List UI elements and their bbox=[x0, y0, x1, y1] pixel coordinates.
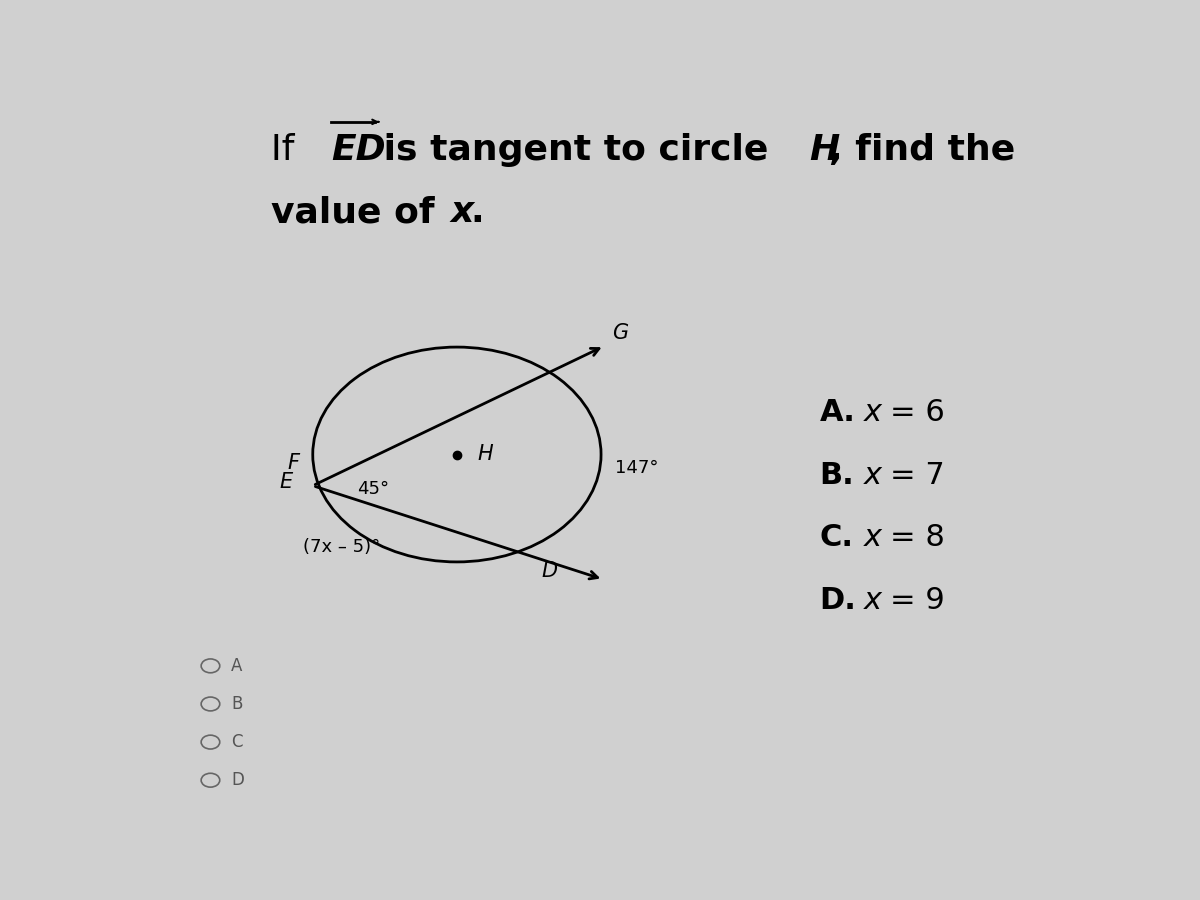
Text: G: G bbox=[612, 322, 628, 343]
Text: C: C bbox=[230, 734, 242, 752]
Text: is tangent to circle: is tangent to circle bbox=[371, 133, 781, 167]
Text: D: D bbox=[541, 561, 557, 581]
Text: .: . bbox=[470, 195, 484, 230]
Text: 45°: 45° bbox=[358, 481, 390, 499]
Text: x: x bbox=[864, 461, 882, 490]
Text: A.: A. bbox=[820, 399, 856, 427]
Text: = 9: = 9 bbox=[890, 586, 946, 615]
Text: E: E bbox=[280, 472, 293, 492]
Text: ED: ED bbox=[331, 133, 385, 167]
Text: If: If bbox=[271, 133, 306, 167]
Text: x: x bbox=[864, 399, 882, 427]
Text: B.: B. bbox=[820, 461, 854, 490]
Text: H: H bbox=[478, 444, 493, 464]
Text: x: x bbox=[864, 586, 882, 615]
Text: , find the: , find the bbox=[829, 133, 1015, 167]
Text: value of: value of bbox=[271, 195, 448, 230]
Text: x: x bbox=[450, 195, 474, 230]
Text: A: A bbox=[230, 657, 242, 675]
Text: C.: C. bbox=[820, 523, 853, 553]
Text: 147°: 147° bbox=[616, 459, 659, 477]
Text: = 8: = 8 bbox=[890, 523, 946, 553]
Text: = 6: = 6 bbox=[890, 399, 946, 427]
Text: H: H bbox=[810, 133, 840, 167]
Text: D: D bbox=[230, 771, 244, 789]
Text: F: F bbox=[287, 453, 299, 472]
Text: x: x bbox=[864, 523, 882, 553]
Text: D.: D. bbox=[820, 586, 857, 615]
Text: = 7: = 7 bbox=[890, 461, 946, 490]
Text: B: B bbox=[230, 695, 242, 713]
Text: (7x – 5)°: (7x – 5)° bbox=[304, 537, 380, 555]
